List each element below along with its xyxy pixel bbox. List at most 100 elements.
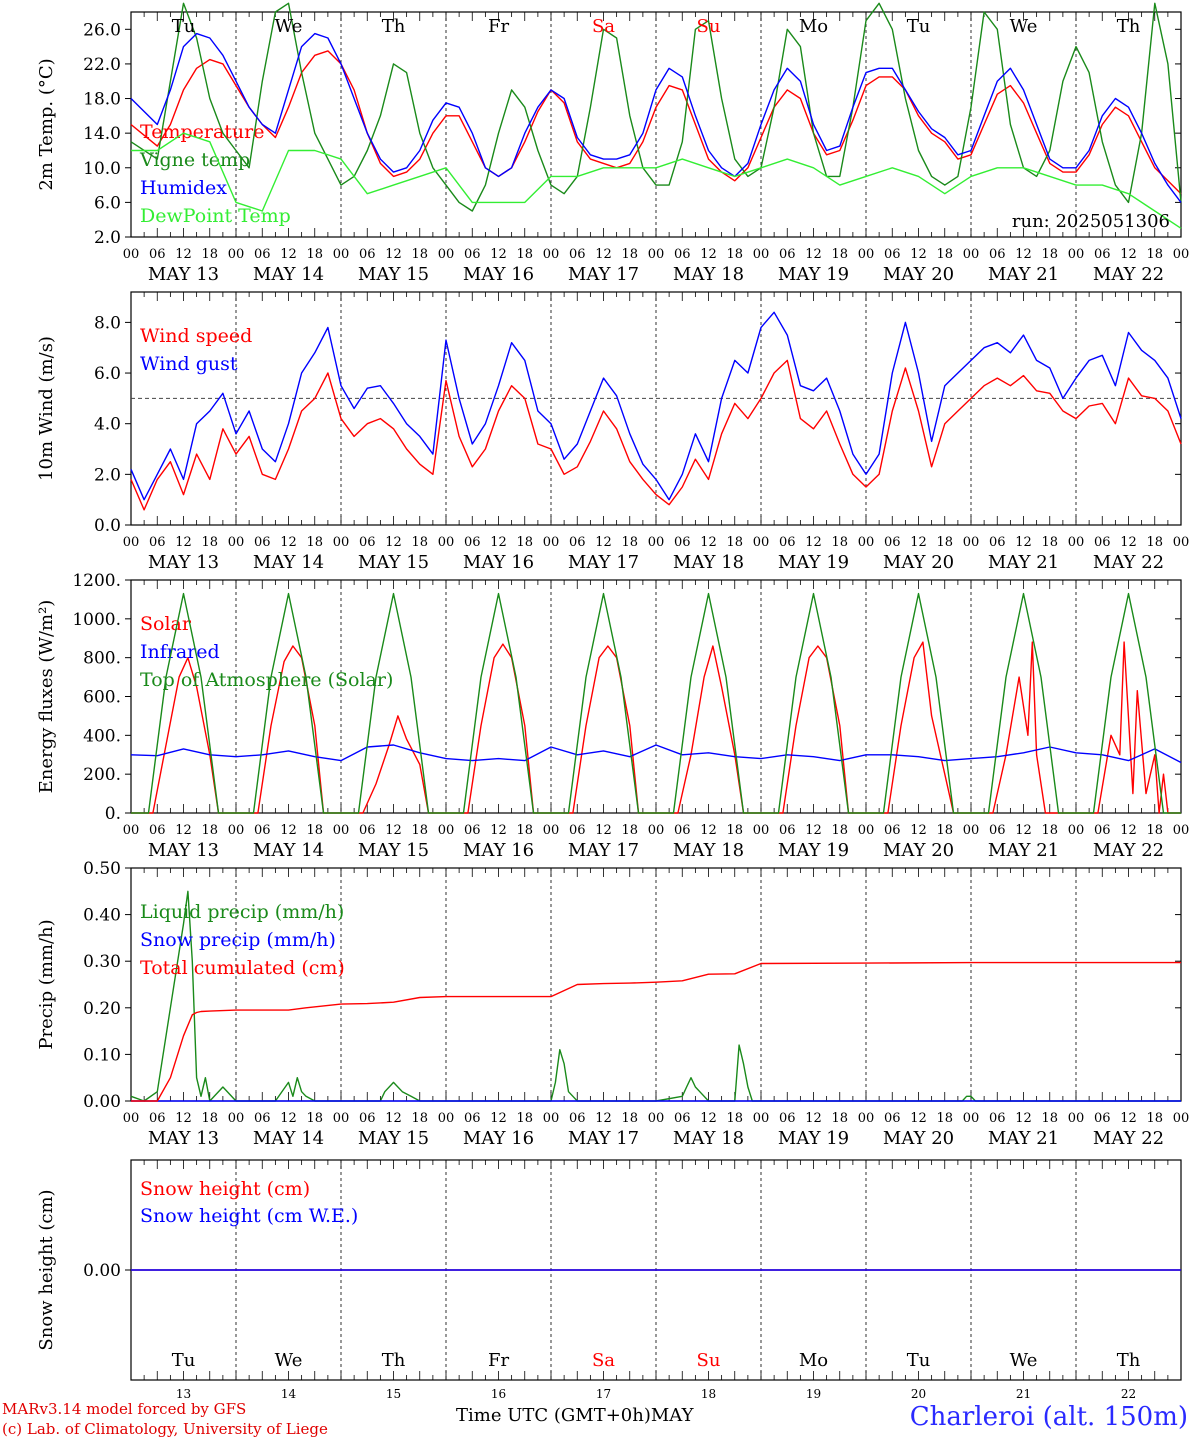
y-tick-label: 0.30: [83, 952, 121, 972]
hour-tick-label: 06: [149, 247, 166, 262]
hour-tick-label: 06: [1094, 535, 1111, 550]
day-number: 15: [386, 1387, 401, 1401]
hour-tick-label: 00: [1068, 247, 1085, 262]
hour-tick-label: 18: [726, 247, 743, 262]
hour-tick-label: 12: [280, 247, 297, 262]
date-label: MAY 20: [883, 840, 954, 861]
hour-tick-label: 00: [438, 247, 455, 262]
hour-tick-label: 12: [1120, 1111, 1137, 1126]
station-label: Charleroi (alt. 150m): [909, 1402, 1188, 1432]
panel-3: 0. 200. 400. 600. 800. 1000. 1200. Energy fluxe…: [36, 571, 1189, 861]
day-number: 13: [176, 1387, 191, 1401]
hour-tick-label: 18: [726, 823, 743, 838]
hour-tick-label: 06: [464, 823, 481, 838]
hour-tick-label: 00: [858, 535, 875, 550]
date-label: MAY 14: [253, 1128, 324, 1149]
y-tick-label: 0.00: [83, 1261, 121, 1281]
day-number: 16: [491, 1387, 506, 1401]
hour-tick-label: 06: [359, 823, 376, 838]
hour-tick-label: 18: [1146, 247, 1163, 262]
y-tick-label: 0.50: [83, 859, 121, 879]
y-tick-label: 10.0: [83, 159, 121, 179]
weekday-label: Su: [697, 16, 721, 37]
legend-entry: Snow height (cm): [140, 1178, 310, 1200]
hour-tick-label: 06: [674, 1111, 691, 1126]
date-label: MAY 14: [253, 552, 324, 573]
date-label: MAY 16: [463, 264, 534, 285]
hour-tick-label: 06: [779, 1111, 796, 1126]
y-axis-label: Energy fluxes (W/m²): [36, 600, 57, 794]
weekday-label: We: [1010, 1350, 1038, 1371]
date-label: MAY 15: [358, 1128, 429, 1149]
hour-tick-label: 06: [674, 247, 691, 262]
hour-tick-label: 12: [280, 1111, 297, 1126]
hour-tick-label: 18: [306, 823, 323, 838]
date-label: MAY 20: [883, 1128, 954, 1149]
series-line: [130, 311, 1182, 501]
y-axis-label: 10m Wind (m/s): [36, 336, 57, 481]
date-label: MAY 22: [1093, 1128, 1164, 1149]
y-tick-label: 2.0: [94, 465, 121, 485]
date-label: MAY 21: [988, 264, 1059, 285]
hour-tick-label: 18: [516, 1111, 533, 1126]
hour-tick-label: 12: [910, 1111, 927, 1126]
hour-tick-label: 18: [306, 1111, 323, 1126]
y-tick-label: 0.0: [94, 516, 121, 536]
y-tick-label: 0.10: [83, 1045, 121, 1065]
day-number: 18: [701, 1387, 716, 1401]
y-tick-label: 26.0: [83, 20, 121, 40]
lab-credit: (c) Lab. of Climatology, University of L…: [2, 1420, 328, 1438]
y-tick-label: 14.0: [83, 124, 121, 144]
hour-tick-label: 06: [569, 535, 586, 550]
hour-tick-label: 00: [648, 535, 665, 550]
hour-tick-label: 00: [963, 247, 980, 262]
legend-entry: Total cumulated (cm): [140, 957, 345, 979]
weekday-label: We: [1010, 16, 1038, 37]
time-axis-text: Time UTC (GMT+0h): [456, 1405, 651, 1426]
legend-entry: Temperature: [140, 121, 264, 143]
y-tick-label: 6.0: [94, 364, 121, 384]
hour-tick-label: 12: [175, 823, 192, 838]
date-label: MAY 19: [778, 840, 849, 861]
hour-tick-label: 12: [910, 247, 927, 262]
date-label: MAY 16: [463, 552, 534, 573]
hour-tick-label: 06: [1094, 823, 1111, 838]
hour-tick-label: 12: [595, 1111, 612, 1126]
hour-tick-label: 06: [149, 1111, 166, 1126]
hour-tick-label: 12: [1015, 247, 1032, 262]
date-label: MAY 16: [463, 840, 534, 861]
date-label: MAY 22: [1093, 264, 1164, 285]
weekday-label: Mo: [799, 1350, 828, 1371]
hour-tick-label: 00: [1068, 823, 1085, 838]
series-line: [131, 641, 1181, 814]
y-tick-label: 1200.: [72, 571, 121, 591]
date-label: MAY 13: [148, 264, 219, 285]
weekday-label: Mo: [799, 16, 828, 37]
panel-5: 0.00 Snow height (cm) Snow height (cm) Snow…: [36, 1159, 1182, 1401]
run-label: run: 2025051306: [1012, 211, 1170, 232]
date-label: MAY 15: [358, 552, 429, 573]
hour-tick-label: 06: [884, 823, 901, 838]
hour-tick-label: 18: [516, 535, 533, 550]
day-number: 19: [806, 1387, 821, 1401]
hour-tick-label: 18: [1041, 535, 1058, 550]
legend-entry: Snow precip (mm/h): [140, 929, 336, 951]
hour-tick-label: 06: [569, 247, 586, 262]
hour-tick-label: 12: [700, 1111, 717, 1126]
hour-tick-label: 18: [201, 247, 218, 262]
hour-tick-label: 12: [385, 823, 402, 838]
date-label: MAY 15: [358, 264, 429, 285]
hour-tick-label: 00: [333, 1111, 350, 1126]
weekday-label: Tu: [907, 16, 931, 37]
date-label: MAY 19: [778, 552, 849, 573]
hour-tick-label: 00: [228, 1111, 245, 1126]
legend-entry: Solar: [140, 613, 192, 635]
hour-tick-label: 12: [700, 247, 717, 262]
series-line: [130, 744, 1182, 764]
hour-tick-label: 18: [1041, 1111, 1058, 1126]
legend-entry: Vigne temp: [139, 149, 250, 171]
hour-tick-label: 00: [333, 823, 350, 838]
hour-tick-label: 06: [254, 535, 271, 550]
hour-tick-label: 18: [621, 823, 638, 838]
weekday-label: Tu: [172, 16, 196, 37]
